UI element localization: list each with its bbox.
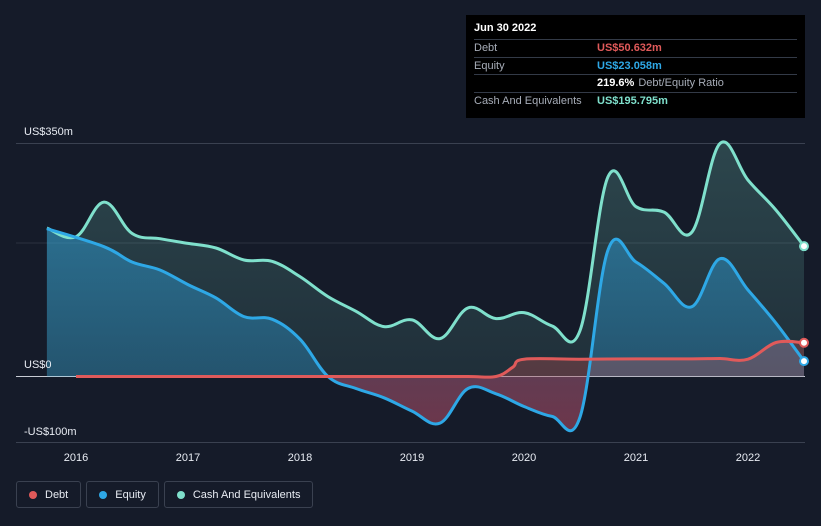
x-tick-label-2019: 2019 <box>400 452 424 464</box>
line-debt <box>76 339 805 379</box>
legend: Debt Equity Cash And Equivalents <box>16 481 314 510</box>
legend-item-equity[interactable]: Equity <box>86 481 159 508</box>
tooltip-value: 219.6% <box>597 77 635 90</box>
x-tick-label-2021: 2021 <box>624 452 648 464</box>
endpoint-equity <box>799 356 809 367</box>
tooltip-value: US$23.058m <box>597 59 662 72</box>
line-cash-and-equivalents <box>46 140 806 344</box>
tooltip-label: Cash And Equivalents <box>474 94 582 107</box>
endpoint-cash-and-equivalents <box>799 241 809 252</box>
x-tick-label-2017: 2017 <box>176 452 200 464</box>
tooltip-row-ratio: 219.6% Debt/Equity Ratio <box>474 74 797 92</box>
legend-label: Cash And Equivalents <box>192 488 301 501</box>
legend-item-debt[interactable]: Debt <box>16 481 82 508</box>
tooltip-row-cash: Cash And Equivalents US$195.795m <box>474 91 797 110</box>
tooltip-date: Jun 30 2022 <box>474 22 537 34</box>
debt-dot-icon <box>29 490 37 499</box>
tooltip-row-debt: Debt US$50.632m <box>474 39 797 57</box>
tooltip-row-equity: Equity US$23.058m <box>474 56 797 75</box>
cash-dot-icon <box>176 490 185 499</box>
tooltip-label: Equity <box>474 59 505 72</box>
y-tick-label-bottom: -US$100m <box>24 426 77 438</box>
equity-dot-icon <box>99 490 108 499</box>
tooltip-label: Debt <box>474 42 498 55</box>
x-tick-label-2020: 2020 <box>512 452 536 464</box>
area-equity-negative <box>46 376 804 431</box>
tooltip-value: US$50.632m <box>597 42 662 55</box>
area-debt <box>76 341 804 378</box>
area-equity <box>46 228 804 431</box>
tooltip-panel: Jun 30 2022 Debt US$50.632m Equity US$23… <box>466 15 805 118</box>
tooltip-ratio-caption: Debt/Equity Ratio <box>638 77 724 90</box>
y-tick-label-zero: US$0 <box>24 359 52 371</box>
x-tick-label-2016: 2016 <box>64 452 88 464</box>
legend-label: Debt <box>45 488 69 501</box>
tooltip-value: US$195.795m <box>597 94 668 107</box>
x-tick-label-2018: 2018 <box>288 452 312 464</box>
endpoint-debt <box>799 337 809 348</box>
line-equity <box>46 227 806 433</box>
y-tick-label-top: US$350m <box>24 126 73 138</box>
legend-item-cash[interactable]: Cash And Equivalents <box>163 481 314 508</box>
x-tick-label-2022: 2022 <box>736 452 760 464</box>
legend-label: Equity <box>115 488 146 501</box>
